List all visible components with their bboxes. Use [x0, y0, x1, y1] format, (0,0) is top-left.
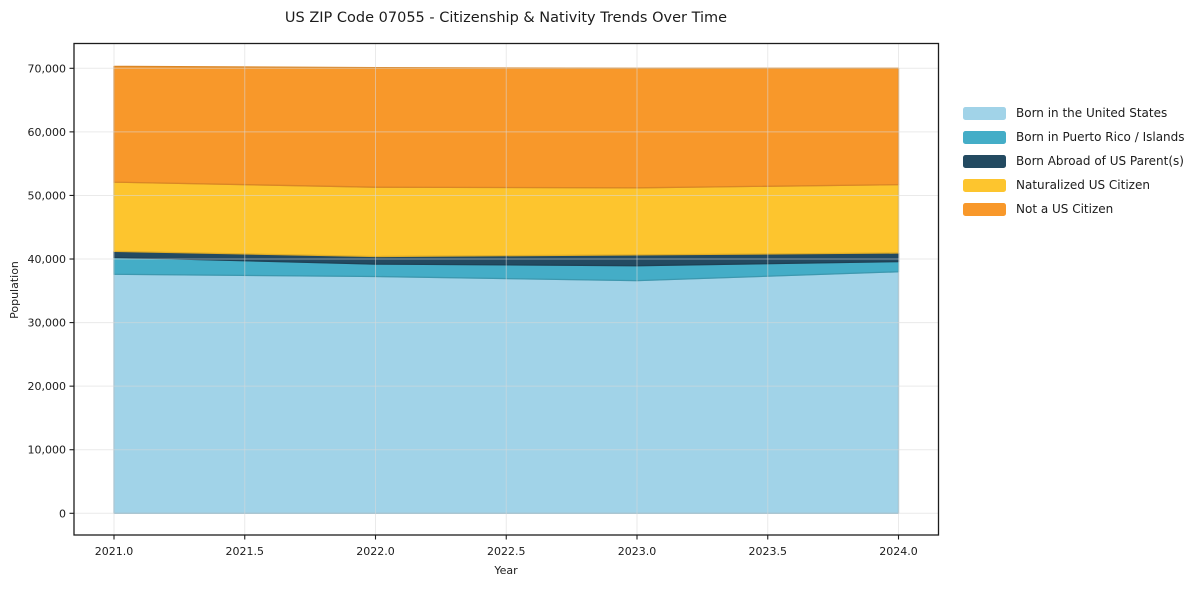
legend-swatch-icon — [963, 202, 1006, 216]
legend-swatch-icon — [963, 130, 1006, 144]
gridlines — [74, 43, 939, 535]
legend-swatch-icon — [963, 178, 1006, 192]
chart-title: US ZIP Code 07055 - Citizenship & Nativi… — [285, 10, 727, 26]
axis-ticks: 2021.0 2021.5 2022.0 2022.5 2023.0 2023.5 2024… — [28, 62, 918, 558]
y-tick-label: 20,000 — [28, 380, 67, 393]
legend-item-not-a-us-citizen: Not a US Citizen — [963, 197, 1185, 221]
legend-label: Not a US Citizen — [1016, 202, 1114, 216]
legend-label: Born in the United States — [1016, 106, 1168, 120]
x-tick-label: 2021.0 — [95, 545, 134, 558]
x-tick-label: 2024.0 — [879, 545, 918, 558]
y-tick-label: 50,000 — [28, 189, 67, 202]
legend-item-born-in-puerto-rico-islands: Born in Puerto Rico / Islands — [963, 125, 1185, 149]
x-tick-label: 2022.0 — [356, 545, 395, 558]
legend-label: Naturalized US Citizen — [1016, 178, 1150, 192]
y-tick-label: 70,000 — [28, 62, 67, 75]
y-tick-label: 40,000 — [28, 253, 67, 266]
x-axis-label: Year — [493, 564, 518, 577]
y-tick-label: 30,000 — [28, 317, 67, 330]
legend-swatch-icon — [963, 106, 1006, 120]
x-tick-label: 2021.5 — [226, 545, 265, 558]
legend-item-born-in-the-united-states: Born in the United States — [963, 101, 1185, 125]
legend-item-naturalized-us-citizen: Naturalized US Citizen — [963, 173, 1185, 197]
legend: Born in the United States Born in Puerto… — [963, 101, 1185, 221]
x-tick-label: 2023.5 — [749, 545, 788, 558]
y-tick-label: 60,000 — [28, 126, 67, 139]
x-tick-label: 2023.0 — [618, 545, 657, 558]
y-axis-label: Population — [8, 261, 21, 319]
y-tick-label: 0 — [59, 507, 66, 520]
legend-label: Born Abroad of US Parent(s) — [1016, 154, 1184, 168]
y-tick-label: 10,000 — [28, 444, 67, 457]
legend-item-born-abroad-of-us-parents: Born Abroad of US Parent(s) — [963, 149, 1185, 173]
legend-swatch-icon — [963, 154, 1006, 168]
x-tick-label: 2022.5 — [487, 545, 526, 558]
legend-label: Born in Puerto Rico / Islands — [1016, 130, 1185, 144]
